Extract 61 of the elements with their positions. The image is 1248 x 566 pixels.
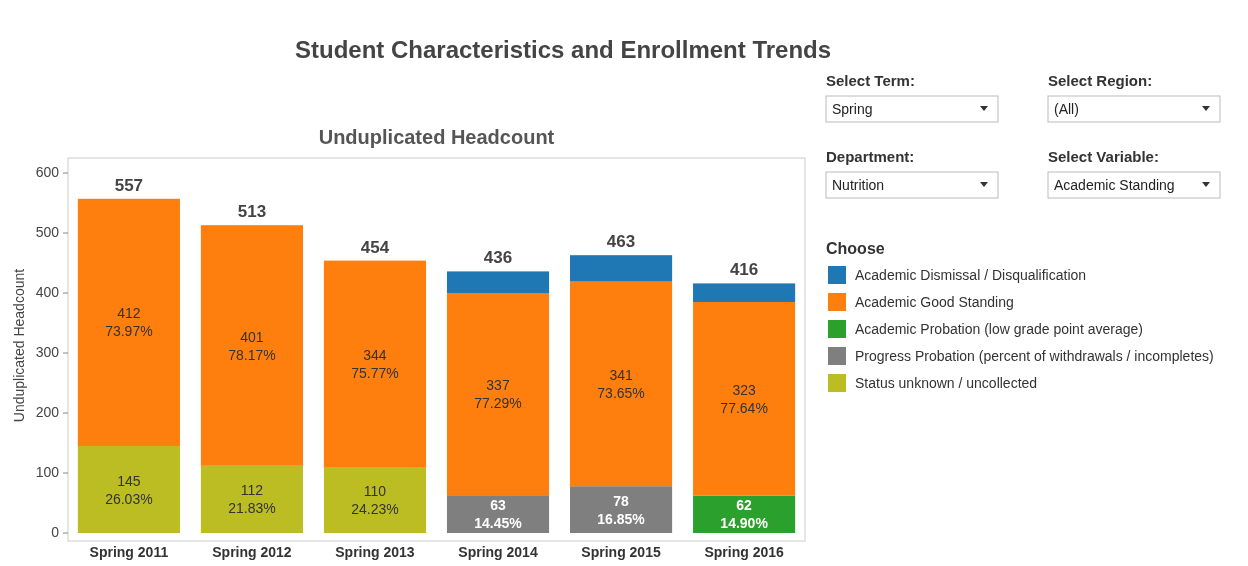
text: Select Term: — [826, 72, 915, 89]
x-tick-label: Spring 2013 — [335, 544, 415, 560]
x-tick-label: Spring 2014 — [458, 544, 538, 560]
data-label: 337 77.29% — [474, 376, 522, 411]
bar — [77, 446, 180, 533]
data-label: 341 73.65% — [597, 366, 645, 401]
chart-subtitle: Unduplicated Headcount — [318, 126, 555, 148]
y-axis-title: Unduplicated Headcount — [11, 268, 27, 423]
chart-title: Student Characteristics and Enrollment Trends — [295, 36, 832, 63]
bar — [200, 465, 303, 533]
dropdown-field: (All) — [1047, 95, 1221, 123]
legend-label: Academic Dismissal / Disqualification — [855, 267, 1087, 283]
data-label: 344 75.77% — [351, 346, 399, 381]
y-tick-label: 200 — [35, 403, 60, 420]
bar — [323, 260, 427, 467]
bar — [693, 283, 796, 302]
x-tick-label: Spring 2015 — [581, 544, 661, 560]
total-label: 463 — [606, 232, 636, 252]
data-label: 63 14.45% — [474, 496, 523, 531]
y-tick-label: 600 — [35, 163, 60, 180]
total-label: 416 — [729, 260, 759, 280]
dropdown-field: Academic Standing — [1047, 171, 1221, 199]
bar — [77, 198, 180, 446]
text: Department: — [826, 148, 915, 165]
legend-label: Status unknown / uncollected — [855, 375, 1038, 391]
bar — [323, 467, 427, 533]
data-label: 110 24.23% — [351, 482, 399, 517]
total-label: 436 — [483, 248, 513, 268]
total-label: 513 — [237, 202, 267, 222]
bar — [570, 281, 673, 487]
legend-title: Choose — [826, 240, 885, 257]
data-label: 412 73.97% — [105, 305, 153, 340]
bar — [446, 293, 550, 496]
y-tick-label: 300 — [35, 343, 60, 360]
total-label: 454 — [360, 237, 390, 257]
legend-label: Academic Probation (low grade point average) — [855, 321, 1143, 337]
x-tick-label: Spring 2016 — [704, 544, 784, 560]
legend-label: Progress Probation (percent of withdrawals / incompletes) — [855, 348, 1214, 364]
data-label: 145 26.03% — [105, 472, 153, 507]
y-tick-label: 500 — [35, 223, 60, 240]
x-tick-label: Spring 2012 — [212, 544, 292, 560]
bar — [446, 271, 550, 293]
bar — [200, 225, 303, 466]
y-tick-label: 0 — [51, 523, 60, 540]
data-label: 112 21.83% — [228, 482, 276, 517]
y-tick-label: 100 — [35, 463, 60, 480]
x-tick-label: Spring 2011 — [89, 544, 169, 560]
bar — [570, 255, 673, 282]
text: Select Region: — [1048, 72, 1153, 89]
dropdown-field: Spring — [825, 95, 999, 123]
total-label: 557 — [114, 175, 144, 195]
data-label: 78 16.85% — [597, 492, 646, 527]
legend-label: Academic Good Standing — [855, 294, 1014, 310]
dropdown-field: Nutrition — [825, 171, 999, 199]
bar — [570, 486, 673, 533]
data-label: 323 77.64% — [720, 381, 768, 416]
bar — [693, 302, 796, 496]
text: Select Variable: — [1048, 148, 1159, 165]
data-label: 62 14.90% — [720, 497, 769, 532]
y-tick-label: 400 — [35, 283, 60, 300]
data-label: 401 78.17% — [228, 328, 276, 363]
